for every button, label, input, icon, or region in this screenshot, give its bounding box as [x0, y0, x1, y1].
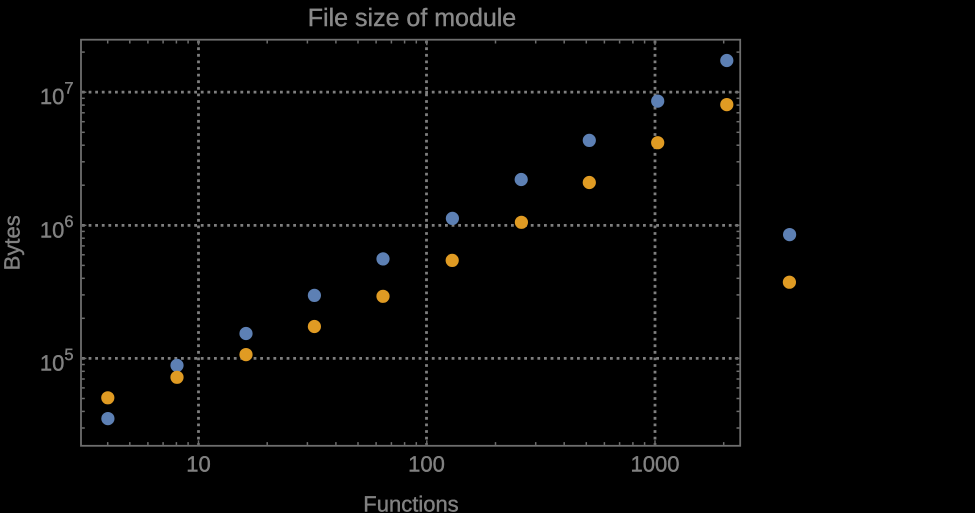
svg-text:10: 10 [186, 452, 210, 477]
svg-text:1000: 1000 [631, 452, 680, 477]
svg-text:Functions: Functions [363, 492, 458, 513]
svg-text:Bytes: Bytes [0, 215, 25, 270]
svg-text:File size of module: File size of module [308, 4, 516, 32]
svg-text:100: 100 [408, 452, 445, 477]
